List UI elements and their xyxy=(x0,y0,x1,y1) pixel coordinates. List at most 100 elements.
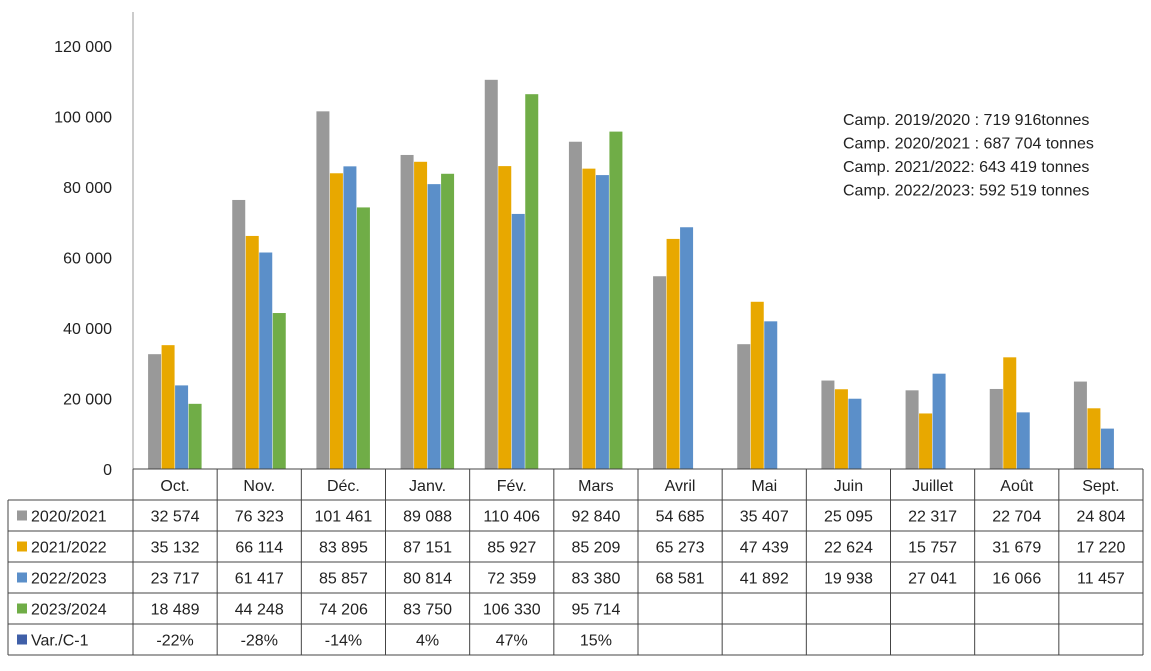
bar-2021-2022-3 xyxy=(414,161,428,470)
table-cell-value: 54 685 xyxy=(656,509,705,526)
bars xyxy=(148,79,1114,470)
bar-2020-2021-8 xyxy=(821,380,835,469)
y-tick-label: 80 000 xyxy=(63,180,112,197)
bar-2023-2024-4 xyxy=(525,94,539,469)
campaign-total-note: Camp. 2020/2021 : 687 704 tonnes xyxy=(843,136,1094,153)
x-category-label: Juin xyxy=(834,478,863,495)
table-cell-value: 23 717 xyxy=(151,571,200,588)
bar-2020-2021-3 xyxy=(400,154,414,469)
y-tick-label: 120 000 xyxy=(54,39,112,56)
legend-label: 2021/2022 xyxy=(31,540,107,557)
table-cell-value: 47 439 xyxy=(740,540,789,557)
table-cell-value: 87 151 xyxy=(403,540,452,557)
table-cell-value: 61 417 xyxy=(235,571,284,588)
legend-label: Var./C-1 xyxy=(31,633,89,650)
table-cell-value: 66 114 xyxy=(235,540,283,557)
bar-2022-2023-6 xyxy=(680,227,694,469)
legend-swatch-Var-C-1 xyxy=(17,634,27,645)
legend-label: 2020/2021 xyxy=(31,509,107,526)
table-cell-value: 11 457 xyxy=(1077,571,1125,588)
bar-2021-2022-4 xyxy=(498,166,512,470)
bar-2020-2021-5 xyxy=(568,141,582,470)
table-cell-value: 22 624 xyxy=(824,540,873,557)
table-cell-value: 25 095 xyxy=(824,509,873,526)
legend-swatch-2023-2024 xyxy=(17,603,27,614)
bar-2021-2022-8 xyxy=(834,389,848,469)
bar-2022-2023-11 xyxy=(1100,428,1114,469)
bar-2020-2021-7 xyxy=(737,344,751,469)
x-category-label: Août xyxy=(1000,478,1033,495)
data-table: Oct. Nov. Déc. Janv. Fév. Mars Avril Mai Juin Jui… xyxy=(7,468,1144,656)
y-tick-label: 20 000 xyxy=(63,392,112,409)
campaign-annotations: Camp. 2019/2020 : 719 916tonnes Camp. 202… xyxy=(843,112,1094,200)
table-cell-value: 47% xyxy=(496,633,528,650)
legend-label: 2023/2024 xyxy=(31,602,107,619)
table-cell-value: 35 132 xyxy=(151,540,200,557)
bar-2022-2023-7 xyxy=(764,321,778,469)
bar-2023-2024-5 xyxy=(609,131,623,470)
y-tick-label: 40 000 xyxy=(63,321,112,338)
bar-2021-2022-0 xyxy=(161,345,175,469)
y-tick-label: 60 000 xyxy=(63,251,112,268)
bar-2021-2022-5 xyxy=(582,168,596,469)
table-cell-value: -28% xyxy=(241,633,278,650)
x-category-label: Janv. xyxy=(409,478,446,495)
table-cell-value: 85 927 xyxy=(487,540,536,557)
x-category-label: Mai xyxy=(751,478,777,495)
table-cell-value: 44 248 xyxy=(235,602,284,619)
campaign-total-note: Camp. 2022/2023: 592 519 tonnes xyxy=(843,183,1089,200)
bar-2020-2021-0 xyxy=(148,354,162,469)
table-cell-value: 101 461 xyxy=(314,509,372,526)
x-category-label: Sept. xyxy=(1082,478,1119,495)
table-cell-value: 15% xyxy=(580,633,612,650)
bar-2021-2022-11 xyxy=(1087,408,1101,469)
table-cell-value: 4% xyxy=(416,633,439,650)
bar-2022-2023-0 xyxy=(175,385,189,469)
table-cell-value: 22 704 xyxy=(992,509,1041,526)
table-cell-value: 72 359 xyxy=(487,571,536,588)
bar-2021-2022-1 xyxy=(245,235,259,469)
table-cell-value: 19 938 xyxy=(824,571,873,588)
table-cell-value: 31 679 xyxy=(992,540,1041,557)
table-cell-value: 27 041 xyxy=(908,571,957,588)
table-cell-value: 92 840 xyxy=(571,509,620,526)
table-cell-value: 35 407 xyxy=(740,509,789,526)
legend-swatch-2020-2021 xyxy=(17,510,27,521)
table-cell-value: 83 380 xyxy=(571,571,620,588)
bar-2020-2021-11 xyxy=(1073,381,1087,469)
y-axis: 0 20 000 40 000 60 000 80 000 100 000 120 000 xyxy=(54,12,134,479)
bar-2021-2022-9 xyxy=(919,413,933,469)
table-cell-value: 41 892 xyxy=(740,571,789,588)
table-cell-value: -14% xyxy=(325,633,362,650)
table-cell-value: -22% xyxy=(156,633,193,650)
table-cell-value: 80 814 xyxy=(403,571,452,588)
table-cell-value: 106 330 xyxy=(483,602,541,619)
table-cell-value: 74 206 xyxy=(319,602,368,619)
bar-2022-2023-9 xyxy=(932,373,946,469)
bar-2023-2024-3 xyxy=(441,173,455,469)
x-category-label: Oct. xyxy=(160,478,189,495)
x-category-label: Avril xyxy=(665,478,696,495)
bar-2020-2021-10 xyxy=(989,388,1003,469)
bar-2023-2024-2 xyxy=(356,207,370,470)
x-category-label: Juillet xyxy=(912,478,953,495)
bar-2020-2021-1 xyxy=(232,199,246,469)
campaign-total-note: Camp. 2021/2022: 643 419 tonnes xyxy=(843,159,1089,176)
table-cell-value: 16 066 xyxy=(992,571,1041,588)
bar-2023-2024-1 xyxy=(272,313,286,469)
x-category-label: Mars xyxy=(578,478,614,495)
legend-swatch-2022-2023 xyxy=(17,572,27,583)
x-category-label: Fév. xyxy=(497,478,527,495)
y-tick-label: 0 xyxy=(103,462,112,479)
table-cell-value: 110 406 xyxy=(483,509,540,526)
bar-2022-2023-2 xyxy=(343,166,357,469)
x-category-label: Déc. xyxy=(327,478,360,495)
table-cell-value: 83 895 xyxy=(319,540,368,557)
bar-2022-2023-1 xyxy=(259,252,273,469)
table-cell-value: 85 209 xyxy=(571,540,620,557)
table-cell-value: 15 757 xyxy=(908,540,957,557)
bar-2021-2022-6 xyxy=(666,238,680,469)
table-cell-value: 76 323 xyxy=(235,509,284,526)
